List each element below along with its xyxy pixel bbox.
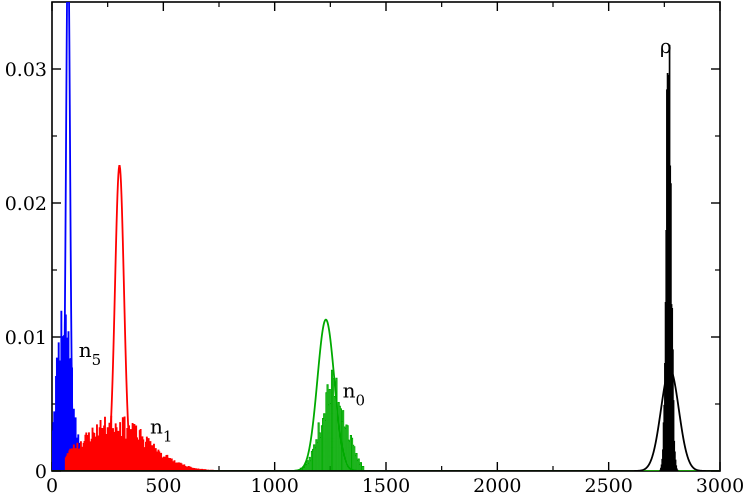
series-3-histogram — [659, 44, 679, 471]
x-tick-label: 1500 — [362, 475, 410, 497]
series-2-label-subscript: 0 — [355, 391, 365, 409]
y-tick-label: 0.01 — [5, 327, 47, 349]
plot-frame — [51, 1, 721, 472]
series-1-histogram — [64, 415, 222, 471]
x-tick-label: 2500 — [584, 475, 632, 497]
y-tick-label: 0.02 — [5, 193, 47, 215]
series-0-label: n5 — [79, 338, 101, 369]
x-tick-label: 2000 — [473, 475, 521, 497]
series-labels: n5 n1 n0 ρ — [79, 34, 672, 446]
y-tick-label: 0 — [35, 461, 47, 483]
x-tick-label: 0 — [46, 475, 58, 497]
x-tick-label: 500 — [145, 475, 181, 497]
series-3 — [52, 44, 720, 471]
series-group — [52, 2, 720, 471]
x-axis-ticks — [51, 2, 721, 471]
series-1-label: n1 — [150, 414, 172, 445]
series-1-label-subscript: 1 — [163, 427, 173, 445]
y-axis-ticks — [52, 68, 720, 472]
series-2-label: n0 — [343, 378, 365, 409]
series-3-label: ρ — [660, 34, 672, 58]
series-0-label-subscript: 5 — [92, 351, 102, 369]
series-1 — [52, 164, 720, 471]
y-tick-label: 0.03 — [5, 59, 47, 81]
series-0-curve — [52, 2, 720, 471]
x-axis-tick-labels: 0 500 1000 1500 2000 2500 3000 — [46, 475, 744, 497]
x-tick-label: 1000 — [250, 475, 298, 497]
y-axis-tick-labels: 0 0.01 0.02 0.03 — [5, 59, 47, 483]
x-tick-label: 3000 — [696, 475, 744, 497]
series-0 — [52, 2, 720, 471]
